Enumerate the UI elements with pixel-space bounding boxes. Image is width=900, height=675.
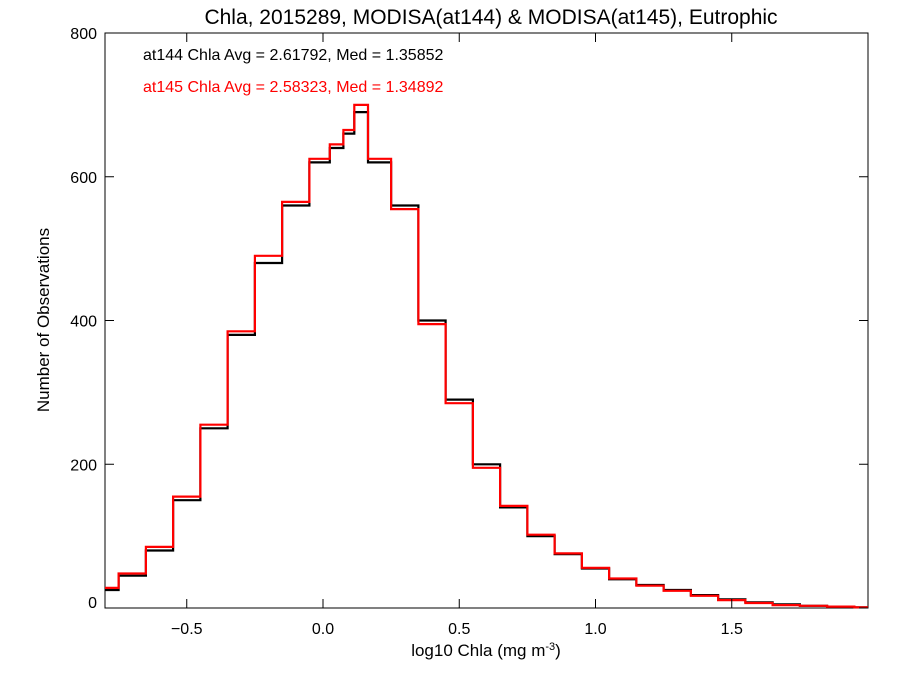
x-axis-title: log10 Chla (mg m-3) [411,641,561,660]
y-tick-label: 400 [70,314,97,331]
y-axis-title: Number of Observations [34,228,53,412]
y-tick-label: 600 [70,170,97,187]
series-line-at145 [105,103,868,609]
series-group [105,103,868,609]
chart-title: Chla, 2015289, MODISA(at144) & MODISA(at… [204,6,777,29]
y-tick-label: 0 [88,595,97,612]
x-axis-ticks: −0.5 0.0 0.5 1.0 1.5 [171,33,743,638]
x-tick-label: 0.0 [312,621,334,638]
x-tick-label: 1.0 [584,621,606,638]
y-tick-label: 800 [70,26,97,43]
y-axis-ticks: 0 200 400 600 800 [70,26,868,612]
annotation-at145: at145 Chla Avg = 2.58323, Med = 1.34892 [143,79,443,96]
x-axis-title-sup: -3 [545,641,555,653]
annotation-at144: at144 Chla Avg = 2.61792, Med = 1.35852 [143,47,443,64]
x-tick-label: 0.5 [448,621,470,638]
x-tick-label: 1.5 [721,621,743,638]
x-axis-title-main: log10 Chla (mg m [411,641,545,660]
x-tick-label: −0.5 [171,621,203,638]
y-tick-label: 200 [70,457,97,474]
x-axis-title-tail: ) [555,641,561,660]
